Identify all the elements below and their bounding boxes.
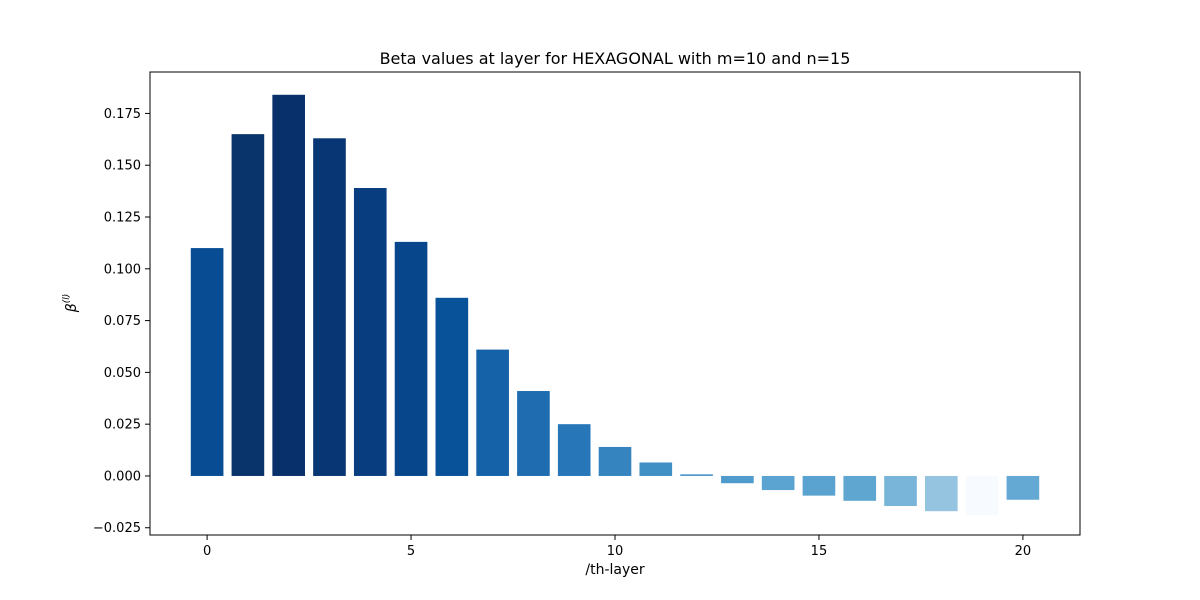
bar-layer-8 [517,391,550,476]
bar-layer-17 [884,475,917,506]
bar-layer-11 [639,462,673,476]
y-tick-label: 0.100 [104,262,141,277]
y-axis-title: β(l) [62,294,80,313]
y-tick-label: 0.150 [104,159,141,174]
bar-layer-18 [925,475,958,512]
bar-layer-7 [476,349,509,476]
y-tick-label: 0.050 [104,366,141,381]
x-axis-title: /th-layer [585,562,644,578]
bar-layer-10 [598,446,632,476]
y-tick-label: 0.175 [104,107,141,122]
y-axis: −0.025 0.000 0.025 0.050 0.075 0.100 0.125 0.15… [93,107,150,536]
bar-layer-16 [843,475,877,501]
y-tick-label: 0.125 [104,211,141,226]
x-tick-label: 15 [811,544,828,559]
chart-title: Beta values at layer for HEXAGONAL with … [380,49,851,68]
y-tick-label: 0.075 [104,314,141,329]
bars-layer [190,94,1040,516]
bar-layer-2 [272,94,305,476]
bar-layer-1 [231,134,265,476]
bar-layer-6 [435,297,469,476]
bar-layer-0 [190,248,224,476]
bar-layer-5 [394,241,428,476]
bar-layer-13 [721,475,754,484]
bar-layer-15 [802,475,836,496]
y-tick-label: 0.025 [104,418,141,433]
x-tick-label: 5 [407,544,415,559]
y-tick-label: 0.000 [104,469,141,484]
bar-layer-19 [965,475,999,516]
bar-layer-9 [557,424,591,476]
bar-layer-14 [761,475,795,491]
x-tick-label: 20 [1015,544,1032,559]
y-tick-label: −0.025 [93,521,141,536]
bar-layer-12 [680,474,713,476]
bar-layer-4 [353,188,387,476]
x-tick-label: 10 [607,544,624,559]
bar-layer-20 [1006,475,1040,500]
x-axis: 0 5 10 15 20 [203,535,1031,559]
x-tick-label: 0 [203,544,211,559]
bar-layer-3 [313,138,346,476]
